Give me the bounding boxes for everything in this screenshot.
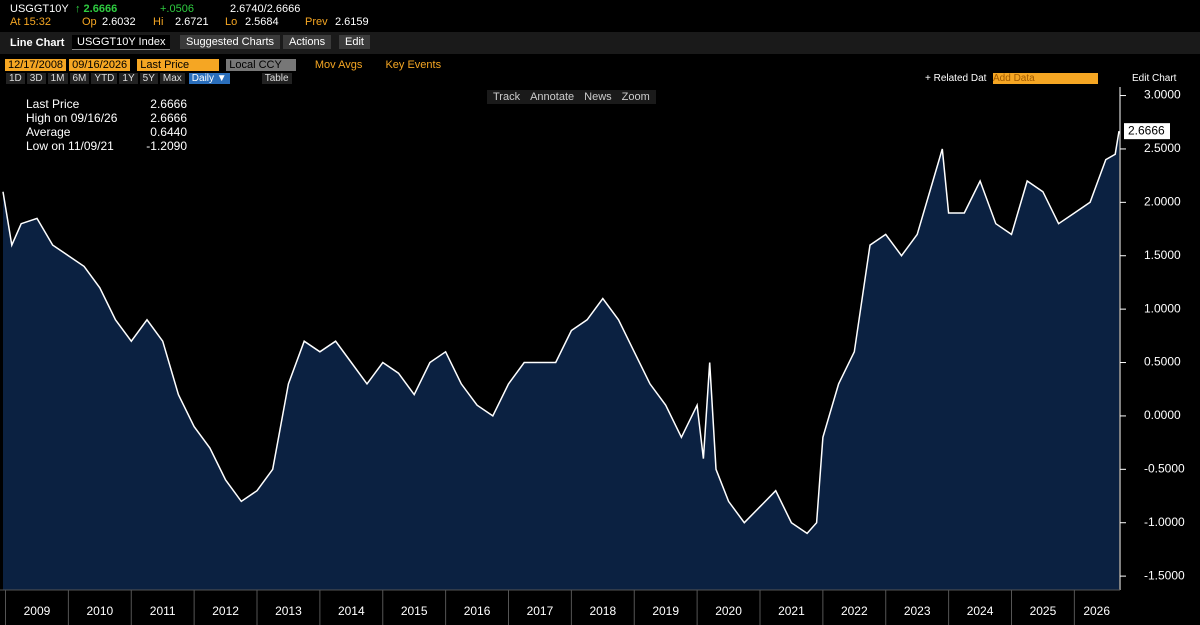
legend-label: Average bbox=[26, 125, 71, 139]
related[interactable]: + Related Dat bbox=[925, 73, 987, 84]
x-tick-label: 2017 bbox=[527, 604, 554, 618]
area bbox=[3, 131, 1119, 590]
legend-label: High on 09/16/26 bbox=[26, 111, 118, 125]
menu[interactable]: Actions bbox=[283, 35, 332, 49]
security[interactable]: USGGT10Y Index bbox=[72, 35, 171, 50]
x-tick-label: 2023 bbox=[904, 604, 931, 618]
currency[interactable]: Local CCY bbox=[226, 59, 296, 71]
legend-row: Low on 11/09/21 -1.2090 bbox=[12, 139, 187, 153]
legend-value: 0.6440 bbox=[150, 125, 187, 139]
x-tick-label: 2021 bbox=[778, 604, 805, 618]
legend-row: Average 0.6440 bbox=[12, 125, 187, 139]
x-tick-label: 2019 bbox=[652, 604, 679, 618]
x-tick-label: 2009 bbox=[24, 604, 51, 618]
y-tick-label: 2.0000 bbox=[1144, 195, 1181, 209]
x-axis-band bbox=[0, 590, 1120, 625]
y-tick-label: -1.0000 bbox=[1144, 515, 1185, 529]
menu[interactable]: Edit bbox=[339, 35, 370, 49]
low: 2.5684 bbox=[245, 16, 279, 28]
quote-bar: USGGT10Y ↑ 2.6666 +.0506 2.6740/2.6666 A… bbox=[0, 0, 1200, 30]
period[interactable]: 3D bbox=[26, 73, 46, 84]
legend-row: High on 09/16/26 2.6666 bbox=[12, 111, 187, 125]
tool[interactable]: Zoom bbox=[621, 91, 650, 103]
x-tick-label: 2012 bbox=[212, 604, 239, 618]
x-tick-label: 2025 bbox=[1030, 604, 1057, 618]
menu[interactable]: Suggested Charts bbox=[180, 35, 281, 49]
legend-label: Last Price bbox=[26, 97, 80, 111]
line bbox=[2, 130, 1120, 535]
legend-row: Last Price 2.6666 bbox=[12, 97, 187, 111]
period[interactable]: 1M bbox=[47, 73, 68, 84]
period[interactable]: 6M bbox=[69, 73, 90, 84]
table[interactable]: Table bbox=[261, 73, 292, 84]
x-tick-label: 2016 bbox=[464, 604, 491, 618]
low-label: Lo bbox=[225, 16, 238, 28]
frequency[interactable]: Daily ▼ bbox=[188, 73, 230, 84]
bidask: 2.6740/2.6666 bbox=[230, 3, 301, 15]
legend: Last Price 2.6666 High on 09/16/26 2.6666 Av… bbox=[8, 96, 191, 154]
x-tick-label: 2026 bbox=[1083, 604, 1110, 618]
legend-value: -1.2090 bbox=[146, 139, 187, 153]
x-tick-label: 2022 bbox=[841, 604, 868, 618]
tool[interactable]: News bbox=[584, 91, 612, 103]
x-tick-label: 2020 bbox=[715, 604, 742, 618]
last-value-label: 2.6666 bbox=[1128, 123, 1165, 137]
tool[interactable]: Track bbox=[493, 91, 521, 103]
chart-type: Line Chart bbox=[10, 37, 65, 49]
add-data[interactable]: Add Data bbox=[993, 73, 1098, 84]
high: 2.6721 bbox=[175, 16, 209, 28]
key-events[interactable]: Key Events bbox=[385, 59, 442, 71]
mov-avgs[interactable]: Mov Avgs bbox=[314, 59, 363, 71]
y-tick-label: -1.5000 bbox=[1144, 568, 1185, 582]
chart-tools: Track Annotate News Zoom bbox=[487, 90, 656, 104]
last-tag bbox=[1124, 123, 1170, 140]
ticker: USGGT10Y bbox=[10, 3, 69, 15]
field[interactable]: Last Price bbox=[137, 59, 220, 71]
y-tick-label: 2.5000 bbox=[1144, 141, 1181, 155]
start-date[interactable]: 12/17/2008 bbox=[5, 59, 67, 71]
open-label: Op bbox=[82, 16, 97, 28]
change: +.0506 bbox=[160, 3, 194, 15]
y-tick-label: 0.0000 bbox=[1144, 408, 1181, 422]
y-tick-label: 1.5000 bbox=[1144, 248, 1181, 262]
legend-value: 2.6666 bbox=[150, 97, 187, 111]
legend-value: 2.6666 bbox=[150, 111, 187, 125]
y-tick-label: 1.0000 bbox=[1144, 301, 1181, 315]
period[interactable]: 1D bbox=[6, 73, 25, 84]
high-label: Hi bbox=[153, 16, 164, 28]
open: 2.6032 bbox=[102, 16, 136, 28]
controls: 12/17/2008 09/16/2026 Last Price Local C… bbox=[5, 59, 441, 71]
periods: 1D 3D 1M 6M YTD 1Y 5Y Max Daily ▼ Table bbox=[6, 73, 294, 84]
x-tick-label: 2018 bbox=[589, 604, 616, 618]
y-tick-label: 0.5000 bbox=[1144, 355, 1181, 369]
x-tick-label: 2015 bbox=[401, 604, 428, 618]
x-tick-label: 2014 bbox=[338, 604, 365, 618]
toolbar: Line Chart USGGT10Y Index Suggested Char… bbox=[0, 32, 1200, 54]
x-tick-label: 2010 bbox=[86, 604, 113, 618]
period[interactable]: Max bbox=[159, 73, 185, 84]
legend-label: Low on 11/09/21 bbox=[26, 139, 114, 153]
x-tick-label: 2024 bbox=[967, 604, 994, 618]
edit-chart[interactable]: Edit Chart bbox=[1132, 73, 1177, 84]
period[interactable]: YTD bbox=[91, 73, 118, 84]
period[interactable]: 1Y bbox=[119, 73, 138, 84]
prev-label: Prev bbox=[305, 16, 328, 28]
end-date[interactable]: 09/16/2026 bbox=[69, 59, 131, 71]
period[interactable]: 5Y bbox=[139, 73, 158, 84]
time: At 15:32 bbox=[10, 16, 51, 28]
y-tick-label: 3.0000 bbox=[1144, 88, 1181, 102]
y-tick-label: -0.5000 bbox=[1144, 461, 1185, 475]
prev: 2.6159 bbox=[335, 16, 369, 28]
x-tick-label: 2013 bbox=[275, 604, 302, 618]
last: ↑ 2.6666 bbox=[75, 3, 118, 15]
tool[interactable]: Annotate bbox=[530, 91, 575, 103]
x-tick-label: 2011 bbox=[150, 604, 176, 618]
